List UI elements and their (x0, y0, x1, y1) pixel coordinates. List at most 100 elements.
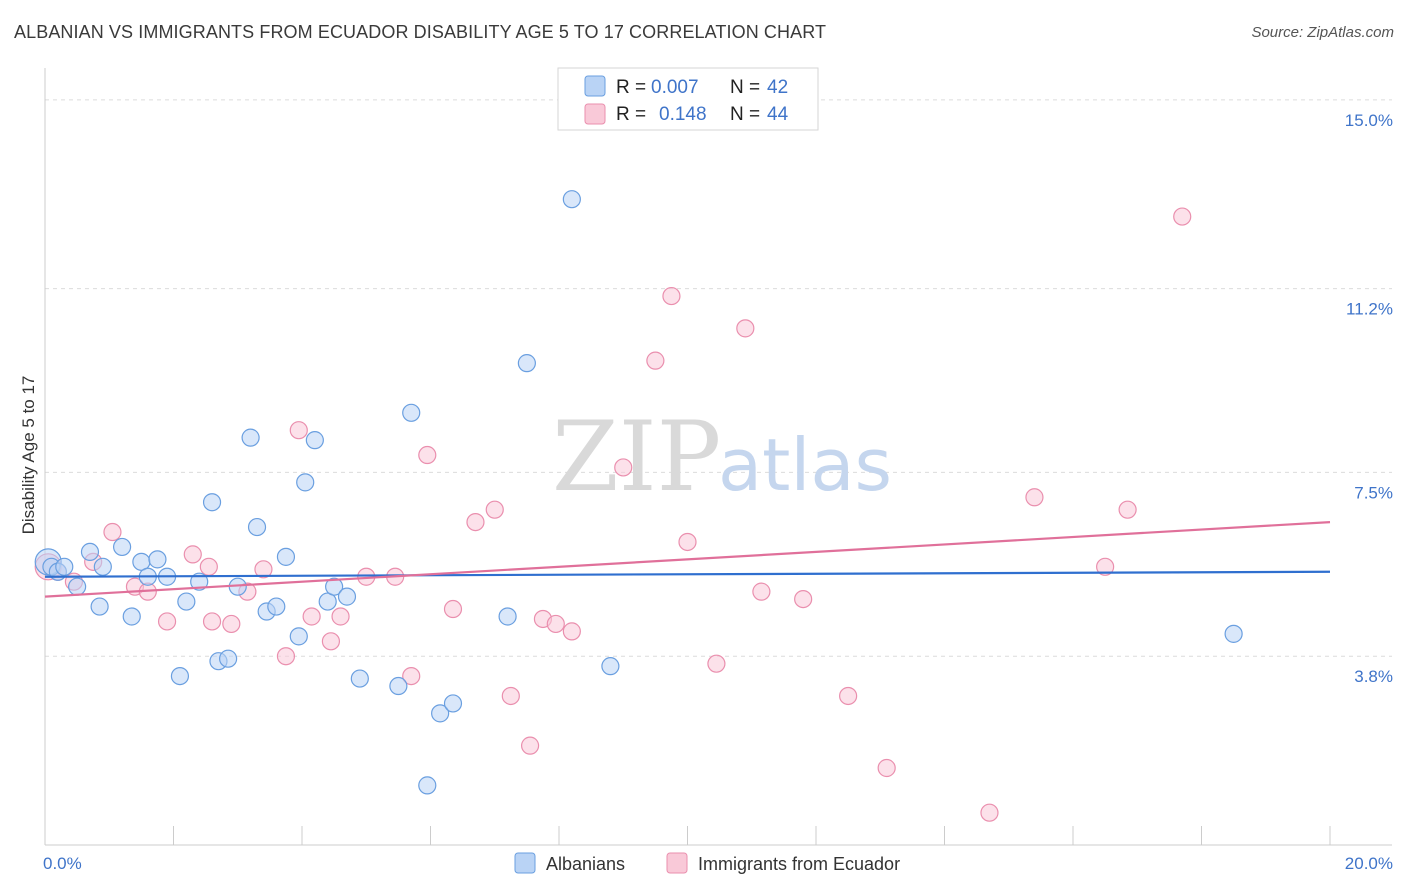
albanians-point (431, 704, 450, 723)
albanians-point (289, 627, 308, 646)
albanians-point (337, 587, 357, 606)
albanians-point (90, 597, 109, 616)
y-tick-label: 11.2% (1346, 300, 1393, 319)
albanians-trend-line (44, 570, 1331, 578)
x-tick-label-min: 0.0% (43, 854, 82, 873)
ecuador-point (1118, 500, 1137, 519)
ecuador-point (794, 589, 813, 609)
ecuador-point (402, 666, 421, 686)
albanians-point (443, 694, 463, 713)
legend-r-value-2: 0.148 (659, 104, 707, 125)
albanians-point (276, 547, 296, 566)
series-albanians-points (34, 190, 1243, 795)
bottom-legend-swatch-albanians (514, 852, 536, 874)
tick-labels: 3.8% 7.5% 11.2% 15.0% 0.0% 20.0% (43, 111, 1393, 873)
y-tick-label: 15.0% (1345, 111, 1393, 130)
ecuador-point (443, 599, 463, 619)
ecuador-point (199, 557, 218, 576)
albanians-point (601, 657, 620, 676)
chart-title: ALBANIAN VS IMMIGRANTS FROM ECUADOR DISA… (14, 22, 827, 42)
ecuador-point (980, 803, 999, 822)
ecuador-point (202, 612, 222, 631)
legend-swatch-ecuador (584, 103, 606, 125)
ecuador-point (839, 686, 858, 706)
albanians-point (418, 776, 437, 795)
ecuador-point (331, 607, 350, 626)
ecuador-point (466, 512, 485, 532)
ecuador-point (1025, 488, 1044, 507)
y-axis-label: Disability Age 5 to 17 (19, 376, 38, 535)
watermark-zip: ZIP (552, 401, 721, 513)
y-tick-label: 7.5% (1354, 483, 1393, 502)
albanians-point (219, 649, 238, 668)
ecuador-point (707, 654, 726, 673)
top-legend: R = 0.007 N = 42 R = 0.148 N = 44 (557, 67, 819, 131)
albanians-point (350, 669, 369, 688)
legend-n-label-1: N = (730, 77, 760, 98)
ecuador-point (321, 632, 341, 651)
trend-lines (44, 520, 1331, 598)
albanians-point (325, 577, 344, 596)
ecuador-point (752, 582, 771, 601)
ecuador-point (103, 522, 122, 542)
albanians-point (498, 607, 517, 626)
y-tick-label: 3.8% (1354, 667, 1393, 686)
albanians-point (562, 190, 581, 209)
ecuador-point (289, 421, 308, 440)
bottom-legend-albanians: Albanians (546, 854, 625, 874)
albanians-point (55, 557, 74, 576)
albanians-point (112, 537, 132, 557)
legend-n-value-2: 44 (767, 104, 789, 125)
chart-source: Source: ZipAtlas.com (1251, 24, 1394, 41)
watermark-atlas: atlas (718, 423, 892, 507)
ecuador-point (418, 445, 437, 465)
ecuador-point (302, 607, 321, 626)
albanians-point (402, 403, 421, 422)
ecuador-point (222, 614, 241, 634)
bottom-legend: Albanians Immigrants from Ecuador (514, 852, 900, 874)
ecuador-trend-line (44, 520, 1331, 598)
ecuador-point (183, 545, 202, 564)
albanians-point (122, 607, 141, 626)
ecuador-point (485, 500, 504, 519)
albanians-point (148, 550, 167, 569)
albanians-point (389, 676, 408, 696)
legend-n-value-1: 42 (767, 77, 788, 98)
ecuador-point (157, 612, 177, 631)
ecuador-point (614, 458, 633, 477)
ecuador-point (546, 614, 565, 634)
ecuador-point (877, 758, 896, 778)
ecuador-point (276, 647, 296, 666)
ecuador-point (562, 622, 581, 641)
albanians-point (241, 428, 260, 447)
legend-r-value-1: 0.007 (651, 77, 699, 98)
bottom-legend-swatch-ecuador (666, 852, 688, 874)
ecuador-point (646, 351, 665, 370)
ecuador-point (254, 560, 273, 579)
ecuador-point (501, 686, 520, 706)
legend-n-label-2: N = (730, 104, 760, 125)
albanians-point (247, 517, 267, 537)
albanians-point (68, 577, 87, 596)
ecuador-point (1096, 557, 1115, 576)
series-ecuador-points (34, 207, 1192, 822)
x-tick-label-max: 20.0% (1345, 854, 1393, 873)
bottom-legend-ecuador: Immigrants from Ecuador (698, 854, 900, 874)
albanians-point (93, 557, 112, 576)
albanians-point (170, 666, 190, 686)
legend-swatch-albanians (584, 75, 606, 97)
legend-r-label-1: R = (616, 77, 646, 98)
axes (44, 68, 1392, 846)
ecuador-point (1173, 207, 1192, 226)
albanians-point (202, 493, 222, 512)
albanians-point (517, 354, 536, 373)
albanians-point (267, 597, 286, 616)
albanians-point (190, 572, 209, 591)
ecuador-point (736, 319, 755, 338)
legend-r-label-2: R = (616, 104, 646, 125)
ecuador-point (520, 736, 540, 755)
albanians-point (80, 542, 100, 562)
albanians-point (305, 431, 324, 450)
albanians-point (177, 592, 196, 611)
ecuador-point (678, 532, 697, 552)
